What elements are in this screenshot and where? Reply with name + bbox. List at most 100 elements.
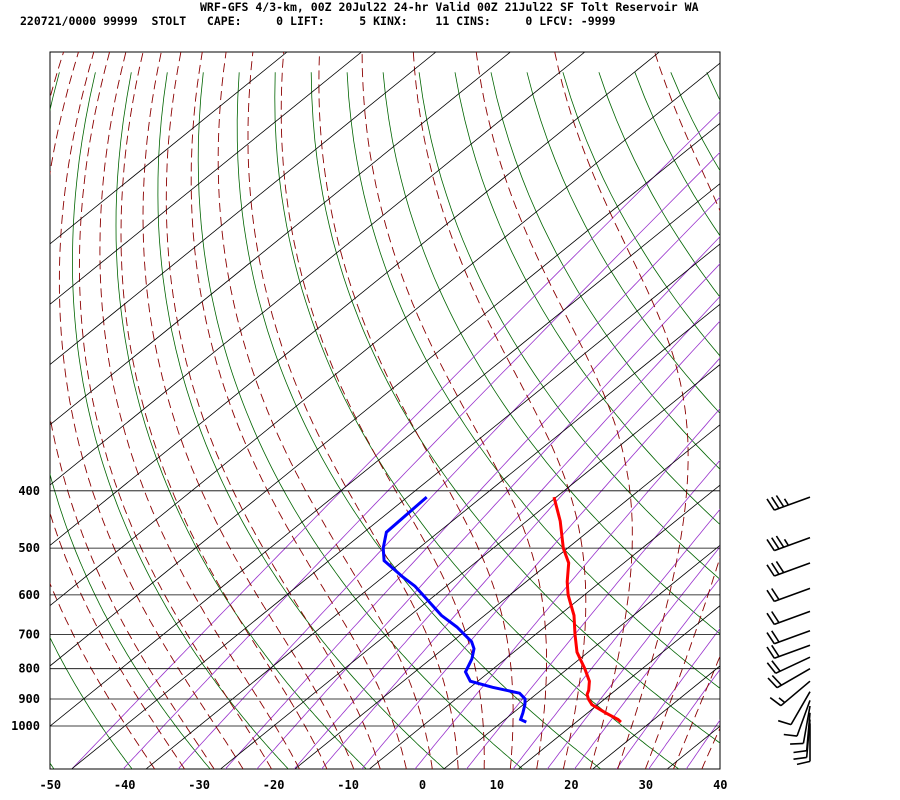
chart-title: WRF-GFS 4/3-km, 00Z 20Jul22 24-hr Valid … <box>200 0 699 14</box>
wind-barb <box>767 668 811 689</box>
dry-adiabat <box>72 72 289 769</box>
plot-frame <box>49 51 721 770</box>
mixing-ratio-line <box>648 668 720 769</box>
wind-barb-feather <box>771 644 780 657</box>
isotherm <box>71 243 720 769</box>
wind-barbs <box>766 495 811 766</box>
wind-barb-feather <box>783 733 798 737</box>
dewpoint-profile <box>381 495 527 724</box>
isotherm <box>50 62 720 607</box>
mixing-ratio-line <box>616 627 720 769</box>
temperature-profile <box>552 496 622 724</box>
sounding-indices-line: 220721/0000 99999 STOLT CAPE: 0 LIFT: 5 … <box>20 14 616 28</box>
dry-adiabat <box>454 72 720 526</box>
wind-barb <box>766 587 811 603</box>
isotherm <box>50 52 437 365</box>
wind-barb-feather <box>771 496 780 509</box>
moist-adiabat <box>644 52 720 769</box>
mixing-ratio-line <box>122 151 720 769</box>
mixing-ratio-line <box>321 320 720 769</box>
wind-barb-feather <box>777 719 792 726</box>
x-tick-label: 0 <box>419 778 426 792</box>
wind-barb-feather <box>790 742 804 745</box>
wind-barb <box>766 656 811 675</box>
moist-adiabat <box>165 52 381 769</box>
x-tick-label: -30 <box>188 778 210 792</box>
x-tick-label: 30 <box>639 778 653 792</box>
moist-adiabat <box>142 52 355 769</box>
moist-adiabat <box>50 52 185 769</box>
wind-barb-feather <box>775 560 785 574</box>
wind-barb <box>766 644 811 659</box>
dry-adiabat <box>815 72 900 769</box>
isotherm <box>50 52 362 305</box>
wind-barb-half-feather <box>783 538 790 546</box>
mixing-ratio-line <box>177 196 720 769</box>
wind-barb-feather <box>766 564 775 577</box>
dry-adiabat <box>779 72 900 769</box>
dry-adiabat <box>598 72 720 298</box>
wind-barb-feather <box>771 630 780 643</box>
wind-barb-feather <box>793 756 807 760</box>
isotherm <box>50 52 511 426</box>
moist-adiabat <box>247 52 459 769</box>
y-tick-label: 800 <box>18 662 40 676</box>
x-tick-label: -50 <box>39 778 61 792</box>
dry-adiabat <box>743 72 900 769</box>
profiles <box>381 495 622 724</box>
wind-barb-feather <box>766 498 775 511</box>
y-tick-label: 500 <box>18 541 40 555</box>
isotherm <box>518 605 720 769</box>
isotherm <box>50 52 586 486</box>
dry-adiabat <box>634 72 720 237</box>
isotherm <box>592 665 720 769</box>
wind-barb-feather <box>771 588 780 601</box>
wind-barb <box>777 691 811 726</box>
moist-adiabat <box>280 52 485 769</box>
dry-adiabat <box>346 72 720 689</box>
wind-barb-feather <box>766 589 775 602</box>
mixing-ratio-line <box>512 508 720 769</box>
wind-barb <box>766 535 811 552</box>
wind-barb <box>766 495 811 511</box>
mixing-ratio-line <box>361 357 720 769</box>
wind-barb-staff <box>774 562 811 577</box>
mixing-ratio-line <box>256 263 720 769</box>
wind-barb-feather <box>775 495 785 508</box>
isotherm <box>666 725 720 769</box>
moist-adiabat <box>190 52 407 769</box>
dry-adiabat <box>418 72 720 580</box>
wind-barb-feather <box>766 612 775 625</box>
moist-adiabat <box>78 52 272 769</box>
isotherm <box>50 52 660 546</box>
moist-adiabat <box>318 52 514 769</box>
moist-adiabat <box>361 52 547 769</box>
dry-adiabat <box>851 72 900 769</box>
wind-barb-feather <box>769 696 782 707</box>
wind-barb-staff <box>802 705 811 744</box>
dry-adiabat <box>490 72 720 470</box>
wind-barb-feather <box>771 674 782 686</box>
moist-adiabat <box>50 52 215 769</box>
wind-barb-feather <box>775 535 785 548</box>
y-tick-label: 600 <box>18 588 40 602</box>
mixing-ratio-line <box>466 459 720 769</box>
y-tick-labels: 400 500 600 700 800 900 1000 <box>11 484 40 733</box>
isotherm <box>369 484 720 769</box>
y-tick-label: 1000 <box>11 719 40 733</box>
wind-barb-staff <box>774 629 811 645</box>
x-tick-label: 20 <box>564 778 578 792</box>
isotherm <box>294 424 720 769</box>
moist-adiabat <box>475 52 633 769</box>
x-tick-labels: -50 -40 -30 -20 -10 0 10 20 30 40 <box>39 778 727 792</box>
wind-barb-staff <box>774 536 811 552</box>
wind-barb-feather <box>796 760 811 766</box>
wind-barb-feather <box>793 749 807 754</box>
y-tick-label: 400 <box>18 484 40 498</box>
wind-barb <box>766 560 811 577</box>
wind-barb-staff <box>790 691 811 726</box>
wind-barb <box>790 705 811 745</box>
wind-barb-feather <box>771 611 780 624</box>
wind-barb <box>793 719 811 760</box>
